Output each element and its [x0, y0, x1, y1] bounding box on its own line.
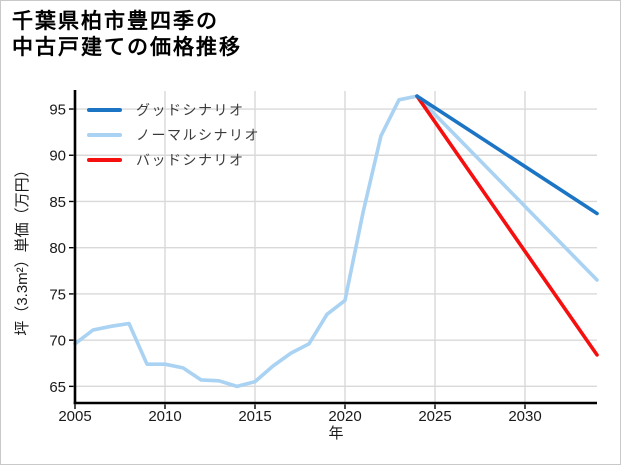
x-axis-label: 年: [328, 425, 344, 442]
x-tick-label-2030: 2030: [508, 408, 541, 425]
y-tick-label-80: 80: [49, 240, 66, 257]
y-tick-label-90: 90: [49, 148, 66, 165]
legend: グッドシナリオ ノーマルシナリオ バッドシナリオ: [87, 97, 260, 172]
x-tick-label-2020: 2020: [328, 408, 361, 425]
chart-title: 千葉県柏市豊四季の 中古戸建ての価格推移: [12, 10, 242, 59]
legend-item-normal-scenario: ノーマルシナリオ: [87, 122, 260, 147]
y-tick-label-85: 85: [49, 194, 66, 211]
legend-item-good-scenario: グッドシナリオ: [87, 97, 260, 122]
legend-label-normal-scenario: ノーマルシナリオ: [136, 126, 260, 143]
x-tick-label-2015: 2015: [238, 408, 271, 425]
good-scenario-line-swatch: [87, 107, 122, 112]
legend-label-good-scenario: グッドシナリオ: [136, 101, 245, 118]
series-line-0: [415, 94, 599, 216]
legend-label-bad-scenario: バッドシナリオ: [136, 151, 245, 168]
normal-scenario-line-swatch: [87, 132, 122, 137]
legend-item-bad-scenario: バッドシナリオ: [87, 147, 260, 172]
series-line-1: [73, 94, 599, 389]
y-tick-label-75: 75: [49, 286, 66, 303]
y-tick-label-65: 65: [49, 379, 66, 396]
x-tick-label-2025: 2025: [418, 408, 451, 425]
series-line-2: [415, 94, 599, 357]
y-tick-label-95: 95: [49, 102, 66, 119]
y-axis-label: 坪（3.3m²）単価（万円）: [14, 162, 31, 336]
x-tick-label-2005: 2005: [58, 408, 91, 425]
x-tick-label-2010: 2010: [148, 408, 181, 425]
bad-scenario-line-swatch: [87, 157, 122, 162]
y-tick-label-70: 70: [49, 333, 66, 350]
